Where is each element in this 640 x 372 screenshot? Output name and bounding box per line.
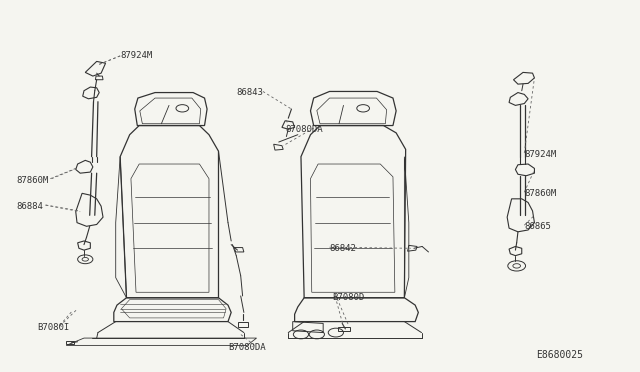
Text: 87924M: 87924M [120,51,152,60]
Text: 86884: 86884 [17,202,44,211]
Text: 86842: 86842 [330,244,356,253]
Text: B7080D: B7080D [333,293,365,302]
Text: B7080I: B7080I [38,323,70,331]
Text: 87924M: 87924M [524,150,557,159]
Text: 86865: 86865 [524,222,551,231]
Text: B7080DA: B7080DA [228,343,266,352]
Text: 87860M: 87860M [524,189,557,198]
Text: 87860M: 87860M [17,176,49,185]
Text: 86843: 86843 [236,88,263,97]
Text: 87080DA: 87080DA [285,125,323,134]
Text: E8680025: E8680025 [536,350,582,360]
